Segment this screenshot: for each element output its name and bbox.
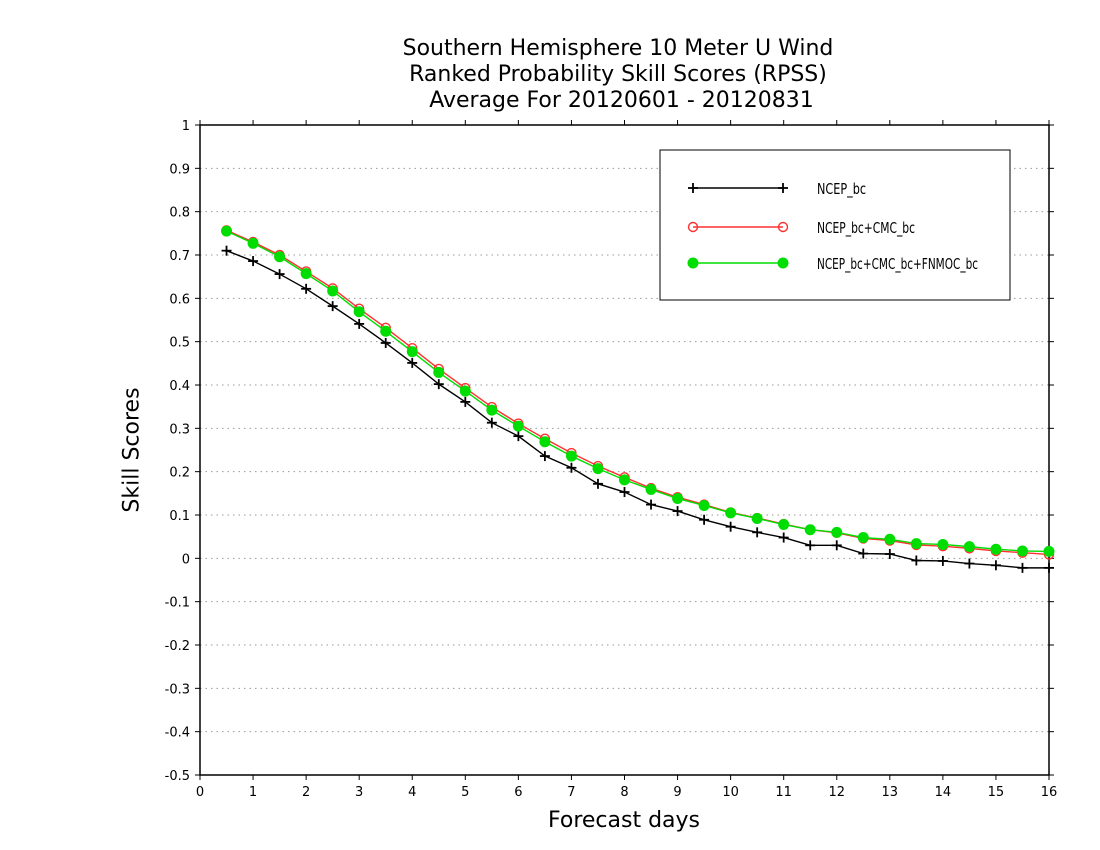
series-layer <box>221 225 1055 573</box>
x-tick-label: 7 <box>567 785 575 800</box>
y-tick-label: 0.6 <box>169 292 190 307</box>
y-tick-label: 0.3 <box>169 422 190 437</box>
y-tick-label: -0.3 <box>165 682 190 697</box>
series-point <box>406 346 418 358</box>
y-tick-label: -0.1 <box>165 596 190 611</box>
series-point <box>592 463 604 475</box>
y-tick-label: 0.9 <box>169 162 190 177</box>
x-tick-label: 12 <box>828 785 845 800</box>
series-point <box>672 493 684 505</box>
series-point <box>698 499 710 511</box>
y-tick-label: -0.2 <box>165 639 190 654</box>
series-point <box>353 306 365 318</box>
legend-label: NCEP_bc+CMC_bc <box>817 219 915 238</box>
y-tick-label: 0.5 <box>169 336 190 351</box>
series-point <box>1016 545 1028 557</box>
y-tick-label: 0.1 <box>169 509 190 524</box>
series-point <box>327 285 339 297</box>
series-point <box>831 526 843 538</box>
y-tick-label: 0.4 <box>169 379 190 394</box>
series-point <box>884 533 896 545</box>
series-point <box>778 519 790 531</box>
legend-marker <box>777 221 789 233</box>
x-tick-label: 8 <box>620 785 628 800</box>
series-point <box>459 385 471 397</box>
series-point <box>539 436 551 448</box>
y-tick-label: -0.4 <box>165 726 190 741</box>
x-tick-label: 11 <box>775 785 792 800</box>
x-tick-label: 1 <box>249 785 257 800</box>
y-tick-label: 0.2 <box>169 466 190 481</box>
series-point <box>751 512 763 524</box>
legend-marker <box>687 257 699 269</box>
x-tick-label: 15 <box>988 785 1005 800</box>
x-tick-label: 9 <box>673 785 681 800</box>
x-tick-label: 3 <box>355 785 363 800</box>
y-tick-label: -0.5 <box>165 769 190 784</box>
series-point <box>990 543 1002 555</box>
series-point <box>804 524 816 536</box>
x-tick-label: 4 <box>408 785 416 800</box>
series-point <box>380 325 392 337</box>
series-line <box>226 250 1049 569</box>
series-1 <box>221 245 1054 573</box>
x-tick-label: 13 <box>882 785 899 800</box>
series-point <box>645 483 657 495</box>
series-point <box>963 541 975 553</box>
legend-marker <box>687 221 699 233</box>
x-tick-label: 0 <box>196 785 204 800</box>
y-tick-label: 0.8 <box>169 206 190 221</box>
x-tick-label: 6 <box>514 785 522 800</box>
chart-title-line-2: Ranked Probability Skill Scores (RPSS) <box>409 62 827 87</box>
y-tick-label: 1 <box>182 119 190 134</box>
legend-label: NCEP_bc+CMC_bc+FNMOC_bc <box>817 255 978 274</box>
grid-lines <box>200 167 1049 733</box>
x-axis-label: Forecast days <box>547 808 701 833</box>
axis-ticks: -0.5 -0.4 -0.3 -0.2 -0.1 0 0.1 0.2 0.3 0.4 0.5 0.6 0… <box>165 119 1058 800</box>
series-point <box>565 450 577 462</box>
x-tick-label: 2 <box>302 785 310 800</box>
legend: NCEP_bc NCEP_bc+CMC_bc NCEP_bc+CMC_bc+FNMO… <box>659 149 1011 301</box>
series-point <box>619 474 630 486</box>
series-3 <box>221 225 1055 557</box>
plot-frame <box>199 124 1050 776</box>
legend-marker <box>777 257 789 269</box>
series-point <box>274 251 286 263</box>
series-point <box>725 507 737 519</box>
series-point <box>433 366 445 378</box>
y-tick-label: 0 <box>182 552 190 567</box>
series-point <box>910 538 922 550</box>
legend-box <box>659 149 1011 301</box>
x-tick-label: 14 <box>935 785 952 800</box>
legend-label: NCEP_bc <box>817 180 866 199</box>
series-point <box>300 268 312 280</box>
series-point <box>857 532 869 544</box>
chart-title-line-1: Southern Hemisphere 10 Meter U Wind <box>402 36 834 61</box>
x-tick-label: 16 <box>1041 785 1058 800</box>
series-point <box>512 420 524 432</box>
series-point <box>1043 545 1055 557</box>
y-axis-label: Skill Scores <box>119 387 145 513</box>
x-tick-label: 10 <box>722 785 739 800</box>
series-point <box>247 237 259 249</box>
chart-title-line-3: Average For 20120601 - 20120831 <box>422 88 814 113</box>
series-point <box>221 225 233 237</box>
y-tick-label: 0.7 <box>169 249 190 264</box>
x-tick-label: 5 <box>461 785 469 800</box>
series-point <box>937 538 949 550</box>
series-point <box>486 404 498 416</box>
